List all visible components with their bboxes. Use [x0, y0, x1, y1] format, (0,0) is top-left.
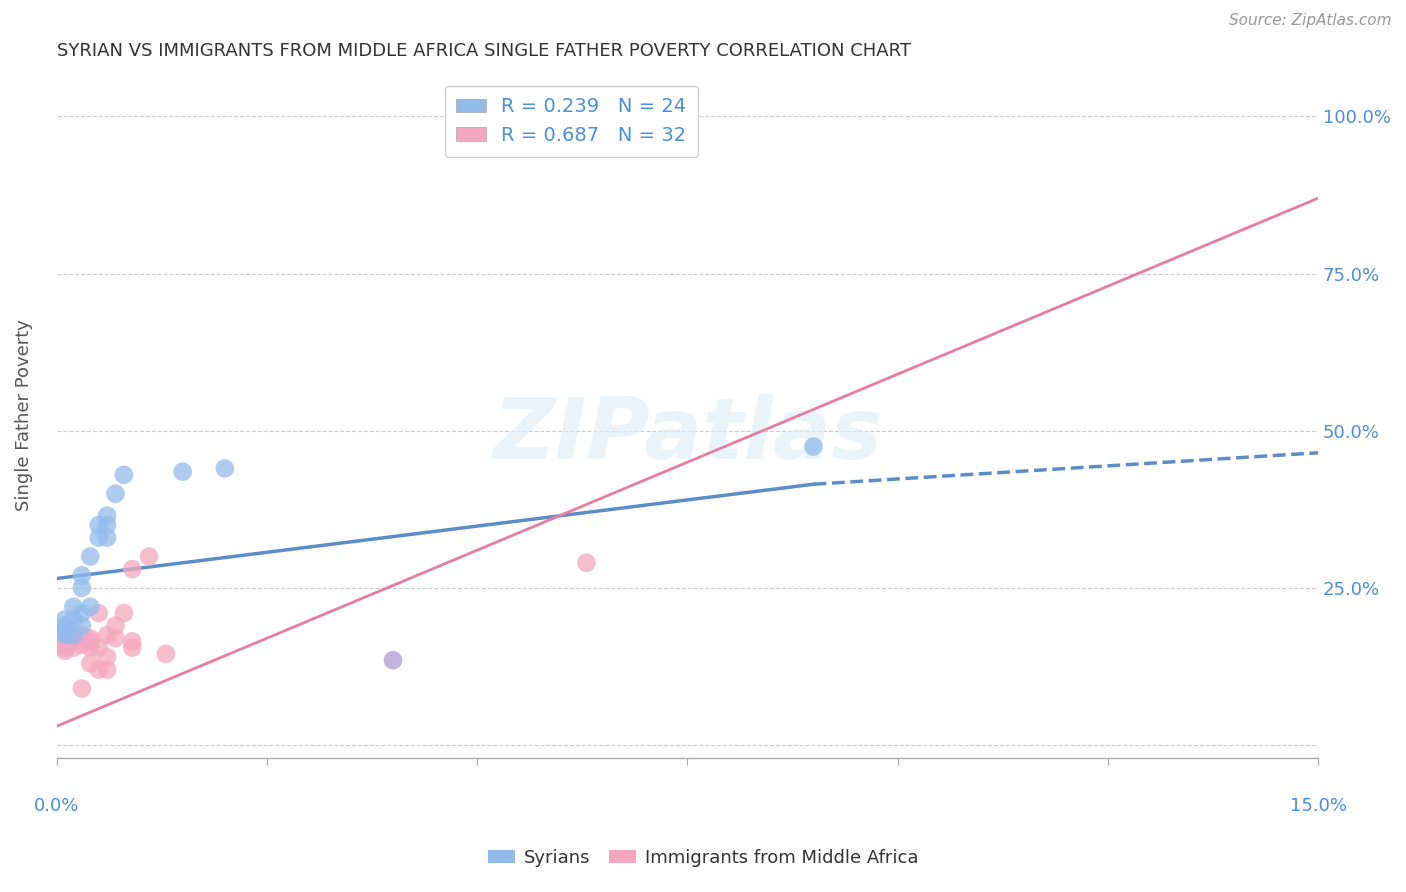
Point [676, 110, 699, 124]
Point [79, 634, 101, 648]
Point [138, 549, 160, 564]
Point [70, 568, 93, 582]
Text: SYRIAN VS IMMIGRANTS FROM MIDDLE AFRICA SINGLE FATHER POVERTY CORRELATION CHART: SYRIAN VS IMMIGRANTS FROM MIDDLE AFRICA … [56, 42, 911, 60]
Point [96, 518, 118, 533]
Point [112, 467, 135, 482]
Legend: Syrians, Immigrants from Middle Africa: Syrians, Immigrants from Middle Africa [481, 842, 925, 874]
Point [70, 628, 93, 642]
Point [96, 628, 118, 642]
Point [96, 650, 118, 665]
Point [112, 606, 135, 620]
Point [70, 638, 93, 652]
Point [62, 628, 84, 642]
Point [79, 657, 101, 671]
Legend: R = 0.239   N = 24, R = 0.687   N = 32: R = 0.239 N = 24, R = 0.687 N = 32 [444, 86, 697, 157]
Point [121, 634, 143, 648]
Point [121, 562, 143, 576]
Point [53, 628, 76, 642]
Text: 15.0%: 15.0% [1289, 797, 1347, 814]
Point [104, 486, 127, 500]
Point [53, 612, 76, 626]
Point [53, 640, 76, 655]
Point [87, 531, 110, 545]
Point [104, 618, 127, 632]
Point [62, 631, 84, 645]
Point [87, 518, 110, 533]
Point [87, 606, 110, 620]
Point [172, 465, 194, 479]
Point [575, 556, 598, 570]
Point [121, 640, 143, 655]
Point [96, 663, 118, 677]
Point [79, 631, 101, 645]
Point [53, 622, 76, 636]
Point [79, 599, 101, 614]
Point [87, 663, 110, 677]
Point [79, 640, 101, 655]
Point [382, 653, 405, 667]
Y-axis label: Single Father Poverty: Single Father Poverty [15, 319, 32, 511]
Point [62, 628, 84, 642]
Text: 0.0%: 0.0% [34, 797, 79, 814]
Point [53, 638, 76, 652]
Point [62, 599, 84, 614]
Point [70, 618, 93, 632]
Point [62, 640, 84, 655]
Point [62, 612, 84, 626]
Point [155, 647, 177, 661]
Point [96, 531, 118, 545]
Point [53, 634, 76, 648]
Point [53, 618, 76, 632]
Point [62, 634, 84, 648]
Point [79, 549, 101, 564]
Text: Source: ZipAtlas.com: Source: ZipAtlas.com [1229, 13, 1392, 29]
Point [87, 640, 110, 655]
Point [96, 508, 118, 523]
Point [70, 606, 93, 620]
Point [53, 644, 76, 658]
Point [53, 624, 76, 639]
Point [104, 631, 127, 645]
Point [803, 440, 825, 454]
Point [70, 581, 93, 595]
Point [70, 681, 93, 696]
Point [214, 461, 236, 475]
Point [53, 631, 76, 645]
Text: ZIPatlas: ZIPatlas [492, 394, 883, 477]
